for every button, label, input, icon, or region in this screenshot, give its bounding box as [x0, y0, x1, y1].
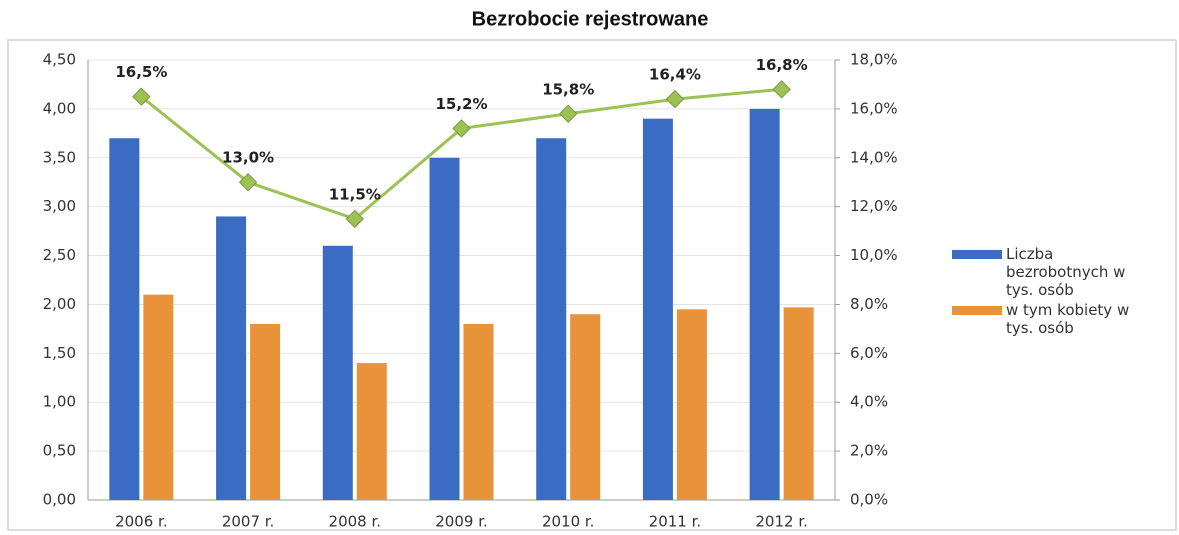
bar: [749, 108, 780, 500]
legend-item: w tym kobiety w tys. osób: [952, 301, 1142, 337]
y-tick-label: 1,00: [43, 393, 76, 411]
y-tick-label: 3,50: [43, 148, 76, 166]
y-tick-label: 4,50: [43, 51, 76, 69]
y2-tick-label: 4,0%: [850, 393, 888, 411]
legend-swatch: [952, 250, 1002, 259]
data-label: 15,2%: [435, 95, 487, 113]
line-marker: [452, 119, 471, 138]
bar: [570, 314, 601, 500]
x-tick-label: 2009 r.: [435, 513, 488, 531]
line-marker: [238, 173, 258, 192]
data-label: 16,4%: [649, 66, 701, 84]
y-tick-label: 3,00: [43, 197, 76, 215]
y-tick-label: 2,50: [43, 246, 76, 264]
x-tick-label: 2011 r.: [649, 513, 702, 531]
y2-tick-label: 12,0%: [850, 197, 898, 215]
x-tick-label: 2007 r.: [222, 513, 275, 531]
bar: [250, 324, 281, 500]
bar: [356, 363, 387, 500]
data-label: 13,0%: [222, 149, 274, 167]
y2-tick-label: 0,0%: [850, 491, 888, 509]
legend-item: Liczba bezrobotnych w tys. osób: [952, 245, 1142, 299]
line-marker: [559, 104, 578, 123]
legend-label: w tym kobiety w tys. osób: [1006, 301, 1130, 337]
y2-tick-label: 10,0%: [850, 246, 898, 264]
bar: [642, 118, 673, 501]
x-tick-label: 2010 r.: [542, 513, 595, 531]
y-tick-label: 0,00: [43, 491, 76, 509]
data-label: 11,5%: [329, 185, 381, 203]
y-tick-label: 2,00: [43, 295, 76, 313]
line-marker: [772, 80, 791, 99]
bar: [429, 157, 460, 500]
chart-title: Bezrobocie rejestrowane: [472, 8, 709, 30]
bar: [536, 138, 567, 500]
bar: [109, 138, 140, 500]
legend-label: Liczba bezrobotnych w tys. osób: [1006, 245, 1126, 299]
legend: Liczba bezrobotnych w tys. osób w tym kob…: [952, 245, 1142, 339]
legend-swatch: [952, 306, 1002, 315]
y2-tick-label: 18,0%: [850, 51, 898, 69]
y-tick-label: 1,50: [43, 344, 76, 362]
y2-tick-label: 16,0%: [850, 99, 898, 117]
bar: [783, 307, 814, 500]
y-tick-label: 0,50: [43, 442, 76, 460]
bar: [676, 309, 707, 500]
y2-tick-label: 14,0%: [850, 148, 898, 166]
data-label: 16,5%: [115, 63, 167, 81]
x-tick-label: 2006 r.: [115, 513, 168, 531]
line-marker: [345, 209, 364, 229]
y2-tick-label: 6,0%: [850, 344, 888, 362]
bar: [322, 245, 353, 500]
x-tick-label: 2008 r.: [329, 513, 382, 531]
y2-tick-label: 2,0%: [850, 442, 888, 460]
chart-frame: [7, 39, 1177, 531]
line-marker: [665, 89, 685, 109]
y2-tick-label: 8,0%: [850, 295, 888, 313]
x-tick-label: 2012 r.: [755, 513, 808, 531]
data-label: 15,8%: [542, 80, 594, 98]
bar: [216, 216, 247, 500]
line-marker: [132, 87, 151, 106]
bar: [143, 294, 174, 500]
y-tick-label: 4,00: [43, 99, 76, 117]
bar: [463, 324, 494, 500]
data-label: 16,8%: [756, 56, 808, 74]
